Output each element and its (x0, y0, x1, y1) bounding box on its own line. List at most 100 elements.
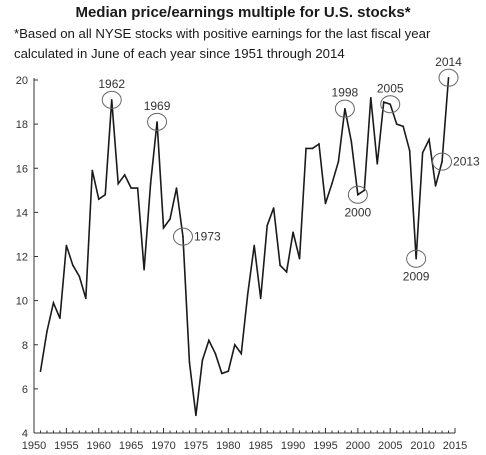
data-point (279, 264, 281, 267)
data-point (214, 352, 217, 355)
chart-ticks: 4 6 8 10 12 14 16 18 20 1950 1955 1960 1965 1970 1975 1… (16, 75, 467, 452)
y-tick-label: 20 (16, 75, 28, 87)
x-tick-label: 2005 (378, 440, 402, 452)
annotation-circle-1973 (172, 227, 193, 246)
data-point (382, 101, 385, 103)
data-point (292, 231, 294, 234)
annotation-label-2005: 2005 (377, 81, 404, 95)
y-tick-label: 16 (16, 163, 28, 175)
data-point (136, 187, 139, 189)
y-tick-label: 18 (16, 119, 28, 131)
data-point (117, 182, 119, 185)
data-point (253, 244, 256, 247)
data-point (97, 198, 100, 200)
annotation-circle-1962 (101, 90, 122, 109)
chart-axes (33, 78, 455, 434)
data-point (415, 257, 417, 260)
data-point (162, 227, 165, 229)
chart-series (39, 76, 450, 417)
data-point (130, 187, 132, 189)
annotation-label-1962: 1962 (98, 77, 125, 91)
data-point (402, 125, 404, 128)
data-point (285, 271, 288, 273)
data-point (233, 343, 236, 346)
annotation-circle-2014 (438, 68, 459, 87)
data-point (143, 268, 145, 271)
data-point (298, 257, 301, 260)
data-point (39, 370, 42, 373)
annotation-label-2014: 2014 (435, 55, 462, 69)
data-point (357, 193, 359, 196)
data-point (421, 152, 424, 154)
data-point (59, 317, 61, 320)
x-tick-label: 1975 (184, 440, 208, 452)
data-point (65, 244, 68, 247)
series-line (39, 77, 450, 416)
x-tick-label: 1980 (216, 440, 240, 452)
data-point (363, 189, 366, 192)
data-point (344, 107, 346, 110)
data-point (434, 185, 437, 187)
x-tick-label: 1970 (151, 440, 175, 452)
annotation-label-2000: 2000 (344, 206, 371, 220)
data-point (110, 99, 113, 101)
data-point (376, 163, 379, 165)
annotation-label-1973: 1973 (194, 230, 221, 244)
data-point (123, 174, 126, 176)
chart-subtitle: *Based on all NYSE stocks with positive … (14, 26, 431, 61)
data-point (408, 149, 411, 152)
annotation-circle-1969 (147, 112, 168, 131)
y-tick-label: 8 (22, 340, 28, 352)
data-point (188, 361, 191, 364)
y-tick-label: 12 (16, 252, 28, 264)
data-point (350, 140, 353, 143)
data-point (72, 264, 74, 267)
data-point (46, 330, 48, 333)
annotation-circle-2013 (432, 152, 453, 171)
x-tick-label: 1995 (313, 440, 337, 452)
data-point (195, 414, 197, 417)
data-point (324, 202, 327, 205)
x-tick-label: 1955 (54, 440, 78, 452)
data-point (370, 96, 372, 99)
y-tick-label: 10 (16, 296, 28, 308)
annotation-circle-1998 (334, 99, 355, 118)
data-point (175, 187, 178, 189)
y-tick-label: 14 (16, 207, 28, 219)
x-tick-label: 1965 (119, 440, 143, 452)
data-point (52, 302, 55, 304)
data-point (447, 76, 450, 79)
data-point (85, 297, 87, 300)
data-point (311, 147, 314, 150)
data-point (182, 235, 184, 238)
data-point (104, 193, 107, 196)
data-point (272, 207, 275, 209)
data-point (156, 121, 158, 123)
annotation-circle-2000 (347, 185, 368, 204)
data-point (259, 297, 262, 300)
chart-title: Median price/earnings multiple for U.S. … (75, 4, 411, 21)
x-tick-label: 2010 (410, 440, 434, 452)
y-tick-label: 6 (22, 384, 28, 396)
data-point (337, 160, 340, 163)
data-point (266, 224, 268, 227)
data-point (221, 372, 223, 375)
y-tick-label: 4 (22, 428, 28, 440)
data-point (149, 182, 152, 185)
data-point (169, 218, 171, 220)
data-point (389, 103, 392, 106)
x-tick-label: 1985 (248, 440, 272, 452)
data-point (395, 123, 398, 125)
data-point (246, 293, 249, 295)
annotation-circle-2009 (406, 249, 427, 268)
data-point (331, 182, 333, 185)
annotation-label-1969: 1969 (144, 99, 171, 113)
x-tick-label: 1950 (22, 440, 46, 452)
data-point (201, 359, 204, 361)
annotation-label-1998: 1998 (332, 86, 359, 100)
data-point (318, 143, 320, 145)
x-tick-label: 2015 (443, 440, 467, 452)
data-point (227, 370, 230, 373)
chart-annotations: 1962 1969 1973 1998 2000 2005 2009 2013 2014 (98, 55, 480, 284)
